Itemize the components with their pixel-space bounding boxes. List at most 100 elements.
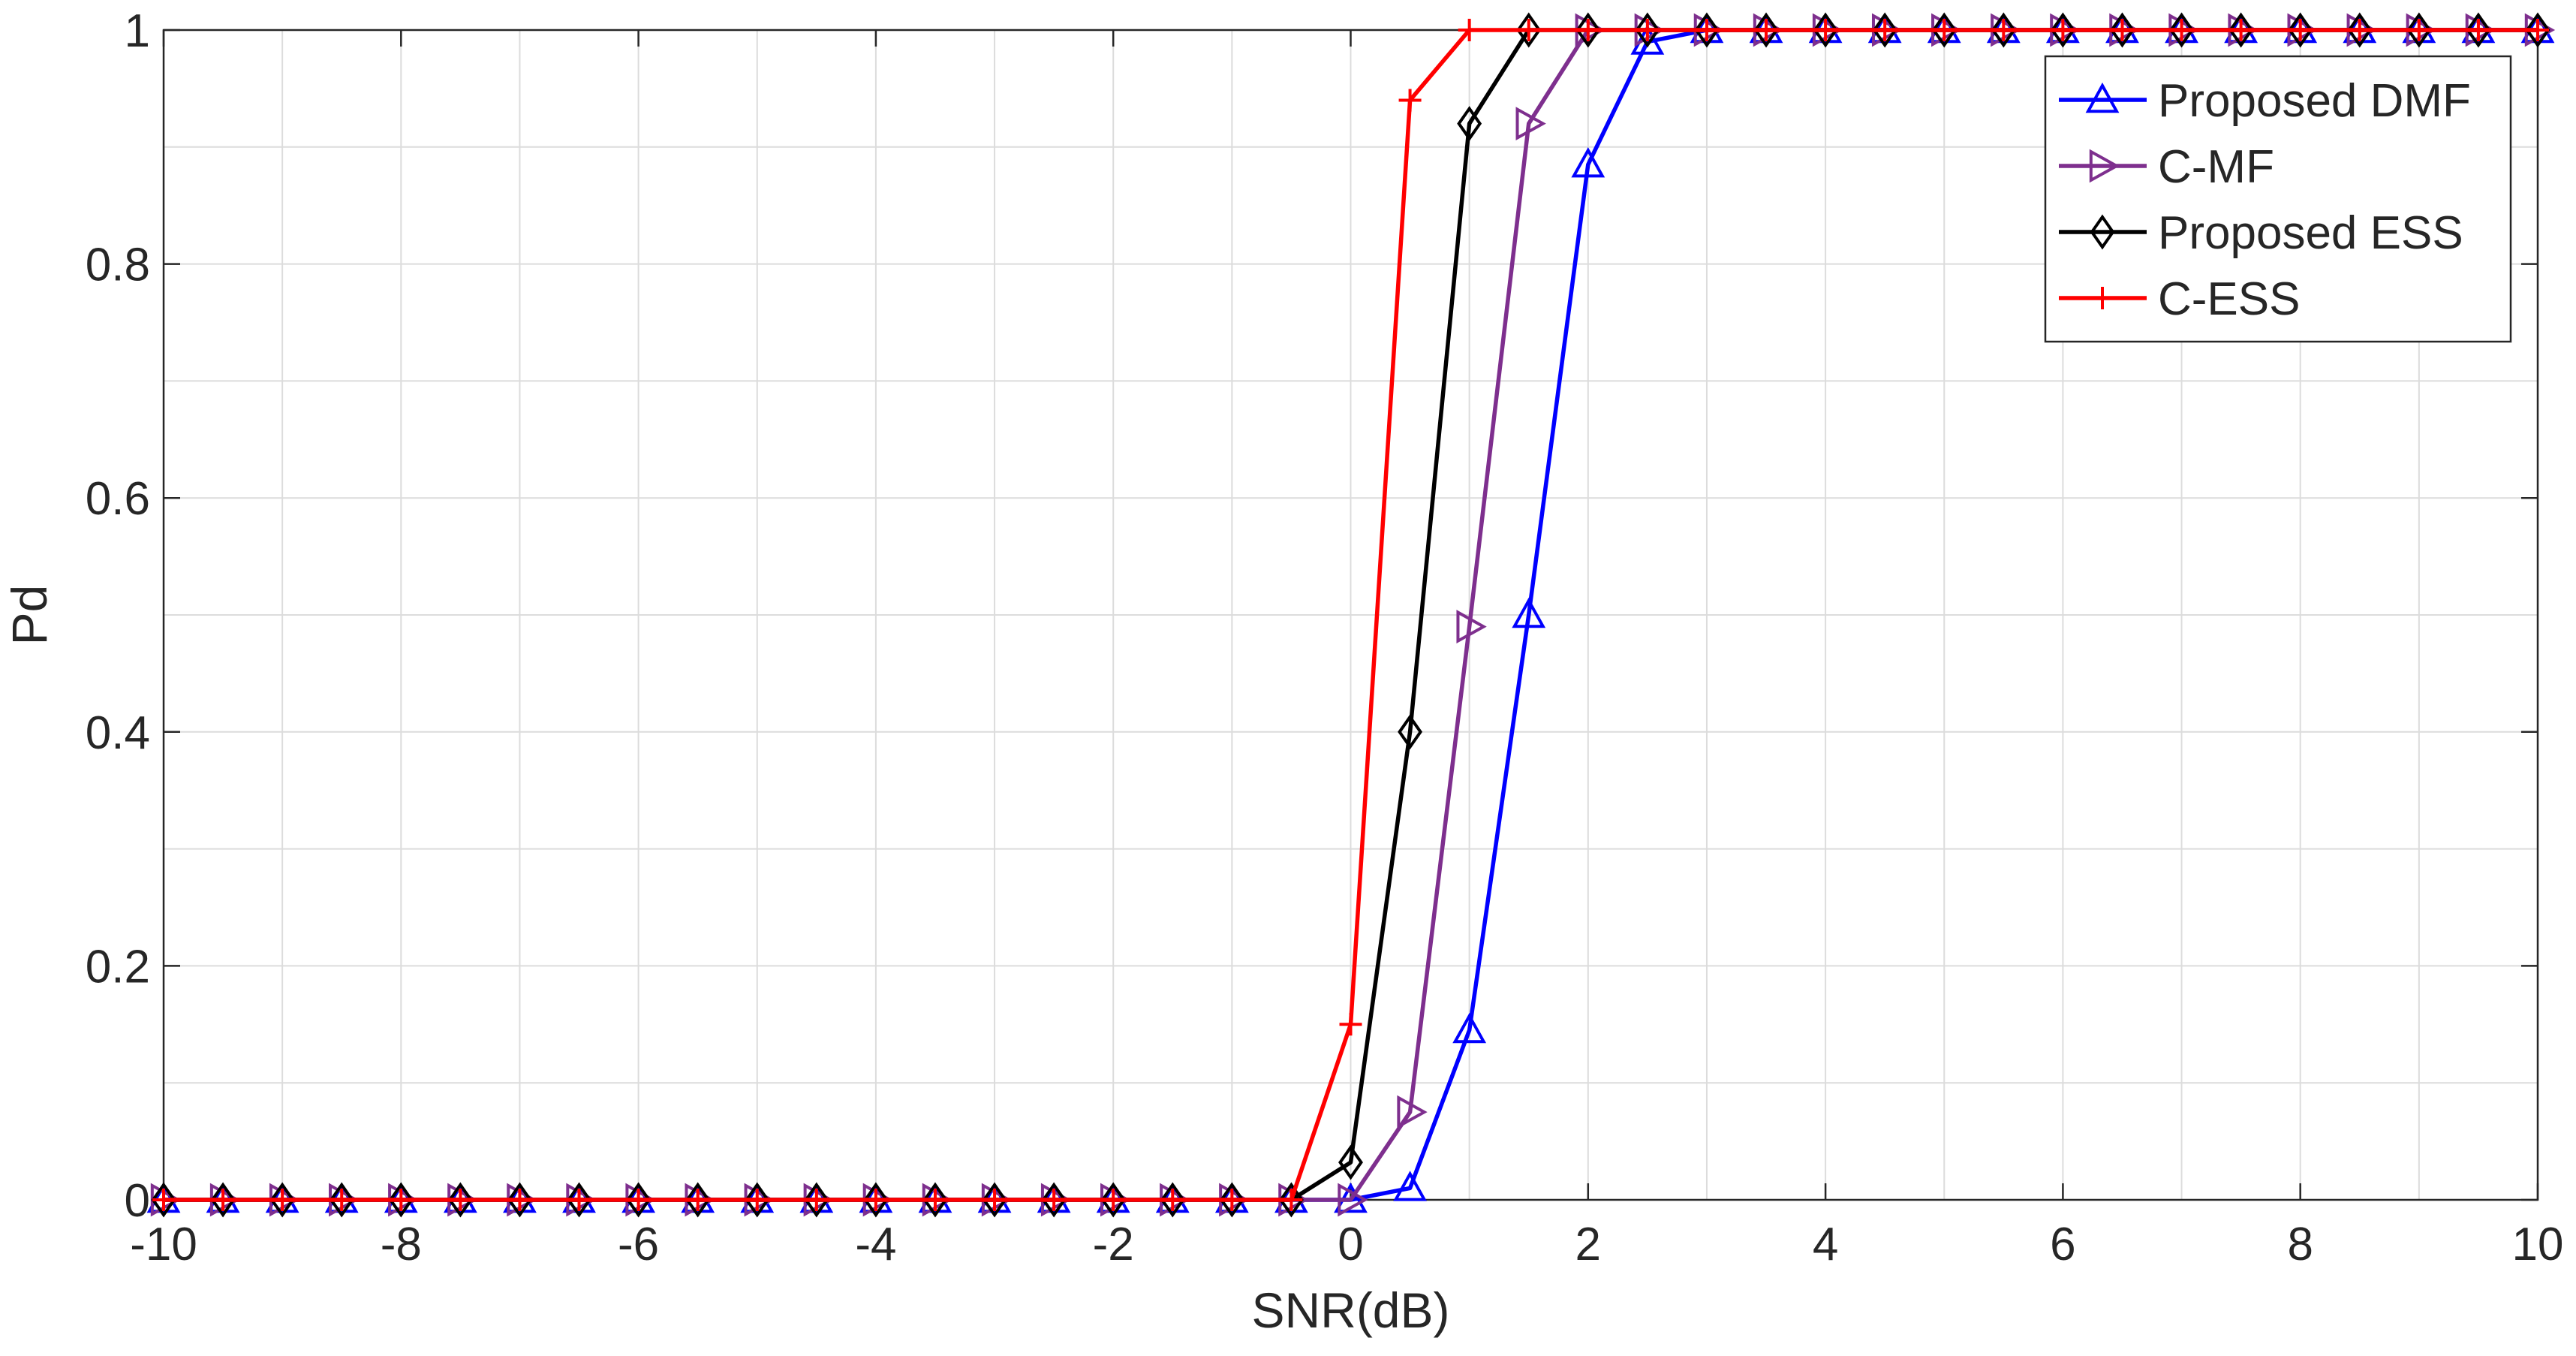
data-point-proposed-ess [2050,12,2075,48]
data-point-proposed-ess [1753,12,1779,48]
y-tick-label: 0.8 [86,240,150,291]
data-point-proposed-ess [745,1182,770,1218]
x-tick-label: 0 [1338,1219,1363,1270]
data-point-proposed-dmf [1571,147,1605,178]
legend-marker [2089,149,2120,183]
data-point-proposed-ess [1160,1182,1185,1218]
data-point-proposed-ess [388,1182,414,1218]
x-tick-label: 8 [2287,1219,2313,1270]
data-point-proposed-ess [1872,12,1897,48]
data-point-c-ess [212,1189,235,1211]
data-point-c-ess [1992,19,2015,41]
data-point-proposed-ess [567,1182,591,1218]
data-point-proposed-ess [1931,12,1957,48]
data-point-proposed-ess [210,1182,236,1218]
data-point-c-ess [805,1189,828,1211]
y-tick-label: 0.6 [86,473,150,525]
legend-label: Proposed ESS [2158,207,2463,259]
data-point-proposed-ess [2347,12,2373,48]
x-tick-label: -8 [381,1219,422,1270]
data-point-c-ess [1576,19,1599,41]
legend-box [2044,55,2512,343]
legend-label: C-MF [2158,141,2274,193]
legend-marker [2091,287,2114,309]
data-point-proposed-ess [1991,12,2016,48]
data-point-c-ess [1755,19,1778,41]
data-point-proposed-ess [2288,12,2313,48]
data-point-c-ess [2229,19,2252,41]
data-point-c-ess [1102,1189,1125,1211]
data-point-c-ess [1398,89,1422,112]
data-point-c-ess [627,1189,650,1211]
data-point-c-ess [1043,1189,1066,1211]
x-tick-label: -4 [855,1219,896,1270]
data-point-c-mf [1515,107,1546,141]
data-point-c-ess [1517,19,1540,41]
data-point-proposed-dmf [1393,1171,1427,1201]
data-point-proposed-ess [1219,1182,1244,1218]
series-group [146,12,2556,1218]
data-point-c-ess [1814,19,1837,41]
x-tick-label: 4 [1813,1219,1838,1270]
y-tick-label: 0 [125,1175,150,1227]
data-point-proposed-ess [2228,12,2254,48]
data-point-c-ess [1933,19,1956,41]
data-point-proposed-dmf [1452,1012,1487,1044]
data-point-proposed-ess [1398,714,1423,750]
data-point-c-mf [1397,1095,1428,1129]
data-point-proposed-ess [804,1182,829,1218]
data-point-proposed-ess [1338,1144,1363,1180]
legend-label: C-ESS [2158,273,2300,325]
x-tick-label: -2 [1093,1219,1134,1270]
data-point-c-ess [1695,19,1718,41]
legend-label: Proposed DMF [2158,75,2471,127]
data-point-c-ess [567,1189,591,1211]
data-point-proposed-ess [1041,1182,1067,1218]
x-tick-label: -6 [618,1219,659,1270]
data-point-c-ess [1280,1189,1303,1211]
data-point-c-ess [1339,1013,1362,1036]
data-point-proposed-ess [2466,12,2491,48]
x-axis-label: SNR(dB) [1251,1282,1449,1338]
data-point-proposed-ess [329,1182,354,1218]
y-tick-label: 1 [125,5,150,57]
data-point-c-ess [2170,19,2193,41]
legend-entry-proposed-dmf: Proposed DMF [2059,75,2471,127]
x-tick-label: 10 [2512,1219,2564,1270]
legend-marker [2085,82,2120,113]
axis-ticks: -10 -8 -6 -4 -2 0 2 4 6 8 10 0 0.2 0.4 0.6 0.8 1 [86,5,2564,1270]
data-point-proposed-ess [2169,12,2194,48]
data-point-proposed-ess [2406,12,2432,48]
data-point-c-ess [330,1189,354,1211]
data-point-proposed-ess [1516,12,1542,48]
data-point-proposed-ess [1457,106,1482,142]
legend-marker [2090,214,2115,250]
data-point-c-ess [390,1189,413,1211]
data-point-proposed-ess [626,1182,652,1218]
legend-entry-proposed-ess: Proposed ESS [2059,207,2463,259]
data-point-proposed-ess [1813,12,1838,48]
data-point-c-ess [2051,19,2075,41]
data-point-c-ess [1873,19,1897,41]
legend-entry-c-mf: C-MF [2059,141,2274,193]
data-point-c-mf [1456,610,1487,643]
x-tick-label: 2 [1575,1219,1601,1270]
data-point-c-mf [1338,1183,1368,1217]
data-point-proposed-ess [1694,12,1720,48]
data-point-proposed-ess [269,1182,295,1218]
data-point-c-ess [1161,1189,1184,1211]
data-point-c-ess [983,1189,1007,1211]
data-point-c-ess [864,1189,887,1211]
data-point-c-ess [923,1189,946,1211]
legend: Proposed DMF C-MF Proposed ESS C-ESS [2044,55,2512,343]
data-point-c-ess [2526,19,2549,41]
data-point-c-ess [2289,19,2312,41]
y-tick-label: 0.4 [86,707,150,759]
data-point-c-ess [2348,19,2371,41]
legend-entry-c-ess: C-ESS [2059,273,2300,325]
y-tick-label: 0.2 [86,941,150,993]
x-tick-label: 6 [2050,1219,2075,1270]
data-point-c-ess [745,1189,769,1211]
